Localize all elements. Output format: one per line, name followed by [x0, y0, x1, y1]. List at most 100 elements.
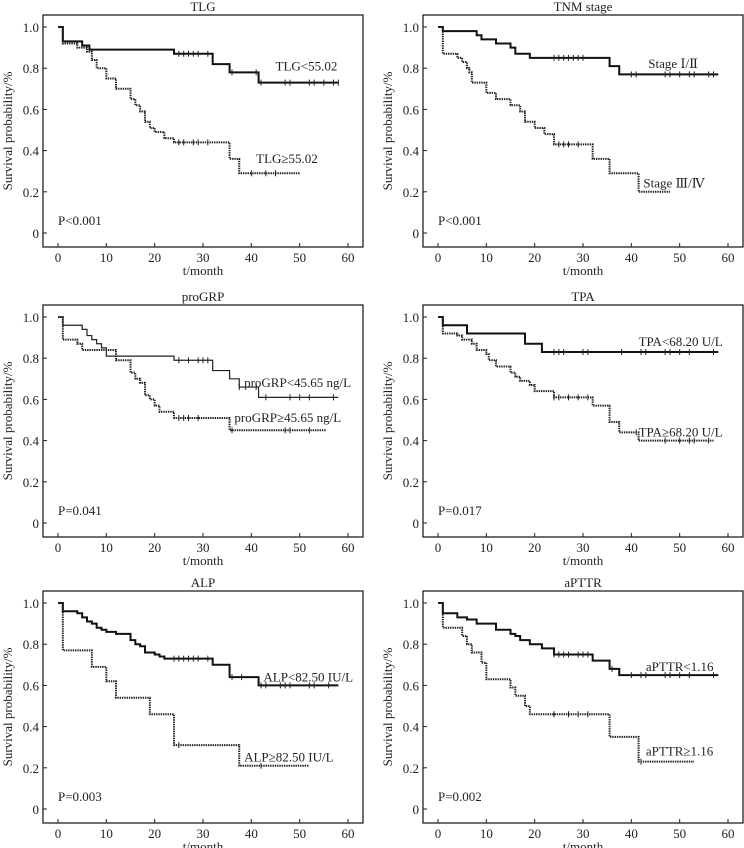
series-label: TPA≥68.20 U/L: [639, 424, 723, 439]
y-tick-label: 1.0: [403, 310, 419, 325]
x-axis-label: t/month: [183, 553, 224, 568]
x-tick-label: 60: [722, 250, 735, 265]
km-panel-alp: ALP 0 0.2 0.4 0.6 0.8 1.0 0 10 20 30 40 50 60 t/month S…: [0, 575, 364, 848]
x-tick-label: 0: [55, 250, 62, 265]
y-tick-label: 0.2: [23, 761, 39, 776]
x-tick-label: 30: [197, 250, 210, 265]
survival-curve-high: [58, 26, 300, 175]
km-panel-tpa: TPA 0 0.2 0.4 0.6 0.8 1.0 0 10 20 30 40 50 60 t/month S…: [380, 289, 744, 568]
panel-title: aPTTR: [564, 575, 602, 590]
km-panel-tlg: TLG 0 0.2 0.4 0.6 0.8 1.0 0 10 20 30 40 50 60 t/month S…: [0, 0, 364, 278]
y-tick-label: 0: [413, 226, 420, 241]
y-tick-label: 0: [413, 516, 420, 531]
survival-curve-low: [438, 316, 719, 354]
x-tick-label: 60: [342, 826, 355, 841]
panel-title: TPA: [571, 289, 595, 304]
km-panel-tnm-stage: TNM stage 0 0.2 0.4 0.6 0.8 1.0 0 10 20 30 40 50 60 t/…: [380, 0, 744, 278]
x-tick-label: 50: [293, 540, 306, 555]
y-axis-label: Survival probability/%: [0, 71, 15, 190]
x-tick-label: 40: [625, 540, 638, 555]
x-axis-label: t/month: [563, 553, 604, 568]
y-tick-label: 0.4: [403, 144, 420, 159]
y-tick-label: 0.4: [403, 434, 420, 449]
x-tick-label: 20: [528, 826, 541, 841]
y-tick-label: 0.4: [23, 144, 40, 159]
y-tick-label: 1.0: [403, 596, 419, 611]
x-tick-label: 10: [480, 826, 493, 841]
y-tick-label: 0.8: [23, 351, 39, 366]
survival-curve-high: [58, 602, 310, 767]
x-tick-label: 20: [148, 250, 161, 265]
series-label: proGRP≥45.65 ng/L: [234, 410, 341, 425]
y-tick-label: 0.2: [23, 185, 39, 200]
y-tick-label: 0.4: [403, 720, 420, 735]
y-tick-label: 0.2: [23, 475, 39, 490]
panel-title: proGRP: [182, 289, 225, 304]
y-axis-label: Survival probability/%: [0, 361, 15, 480]
survival-curve-low: [438, 26, 719, 76]
x-tick-label: 20: [528, 540, 541, 555]
y-tick-label: 0.6: [403, 102, 420, 117]
x-tick-label: 40: [245, 250, 258, 265]
x-tick-label: 10: [480, 540, 493, 555]
p-value: P<0.001: [58, 213, 102, 228]
x-tick-label: 60: [722, 826, 735, 841]
x-tick-label: 10: [100, 826, 113, 841]
x-tick-label: 0: [435, 250, 442, 265]
y-tick-label: 0.6: [403, 678, 420, 693]
y-tick-label: 0.4: [23, 434, 40, 449]
y-tick-label: 0.6: [403, 392, 420, 407]
km-panel-progrp: proGRP 0 0.2 0.4 0.6 0.8 1.0 0 10 20 30 40 50 60 t/mon…: [0, 289, 364, 568]
x-tick-label: 40: [245, 540, 258, 555]
x-tick-label: 50: [673, 826, 686, 841]
x-tick-label: 20: [148, 826, 161, 841]
panel-title: TNM stage: [554, 0, 613, 14]
series-label: aPTTR<1.16: [646, 659, 714, 674]
y-tick-label: 1.0: [23, 596, 39, 611]
y-axis-label: Survival probability/%: [380, 71, 395, 190]
series-label: TPA<68.20 U/L: [639, 334, 723, 349]
y-tick-label: 0.8: [403, 637, 419, 652]
x-tick-label: 60: [722, 540, 735, 555]
series-label: proGRP<45.65 ng/L: [244, 375, 351, 390]
y-tick-label: 1.0: [23, 20, 39, 35]
series-label: ALP<82.50 IU/L: [263, 669, 353, 684]
series-label: ALP≥82.50 IU/L: [244, 750, 334, 765]
series-label: aPTTR≥1.16: [646, 743, 714, 758]
x-tick-label: 10: [480, 250, 493, 265]
survival-curve-high: [438, 26, 670, 193]
series-label: Stage Ⅰ/Ⅱ: [648, 56, 698, 71]
survival-curve-high: [438, 316, 714, 442]
y-tick-label: 0: [33, 516, 40, 531]
x-tick-label: 60: [342, 540, 355, 555]
y-tick-label: 0: [33, 802, 40, 817]
km-panel-apttr: aPTTR 0 0.2 0.4 0.6 0.8 1.0 0 10 20 30 40 50 60 t/mont…: [380, 575, 744, 848]
y-tick-label: 0: [413, 802, 420, 817]
x-tick-label: 30: [197, 540, 210, 555]
panel-title: ALP: [191, 575, 216, 590]
x-axis-label: t/month: [183, 263, 224, 278]
y-axis-label: Survival probability/%: [380, 647, 395, 766]
survival-curve-low: [58, 316, 339, 398]
y-tick-label: 0.2: [403, 475, 419, 490]
y-axis-label: Survival probability/%: [0, 647, 15, 766]
y-tick-label: 0.2: [403, 185, 419, 200]
x-tick-label: 0: [435, 826, 442, 841]
x-axis-label: t/month: [563, 839, 604, 848]
y-tick-label: 0.8: [23, 61, 39, 76]
y-tick-label: 0: [33, 226, 40, 241]
y-tick-label: 0.2: [403, 761, 419, 776]
y-tick-label: 0.8: [23, 637, 39, 652]
y-tick-label: 0.6: [23, 102, 40, 117]
survival-curve-high: [58, 316, 327, 432]
x-tick-label: 0: [55, 540, 62, 555]
y-tick-label: 0.6: [23, 678, 40, 693]
y-tick-label: 1.0: [23, 310, 39, 325]
x-tick-label: 0: [55, 826, 62, 841]
series-label: TLG≥55.02: [256, 151, 318, 166]
x-tick-label: 50: [293, 250, 306, 265]
survival-curve-low: [58, 26, 339, 84]
p-value: P=0.041: [58, 503, 102, 518]
